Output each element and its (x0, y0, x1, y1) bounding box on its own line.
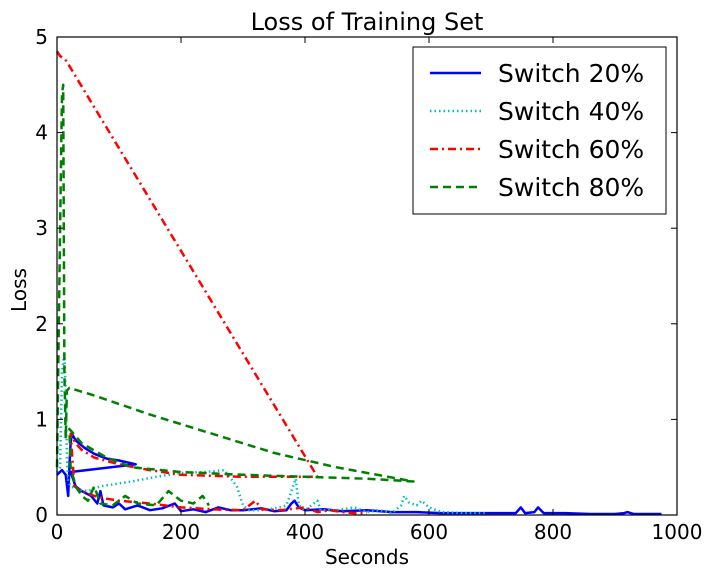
series-line-1 (56, 432, 662, 516)
x-tick-label: 600 (410, 520, 448, 544)
x-tick-label: 0 (51, 520, 64, 544)
x-tick-label: 400 (286, 520, 324, 544)
series-line-2 (55, 351, 485, 515)
y-tick-label: 4 (35, 121, 48, 145)
y-tick-label: 2 (35, 312, 48, 336)
legend-label-3: Switch 60% (498, 135, 644, 164)
legend: Switch 20% Switch 40% Switch 60% Switch 80% (412, 46, 667, 215)
y-tick-label: 0 (35, 503, 48, 527)
series-layer (55, 50, 662, 516)
y-tick-label: 1 (35, 407, 48, 431)
series-line-4 (55, 83, 415, 507)
ticks-layer: 0 200 400 600 800 1000 0 1 2 3 4 5 (35, 25, 702, 544)
y-axis-label: Loss (7, 268, 31, 312)
y-tick-label: 5 (35, 25, 48, 49)
chart-title: Loss of Training Set (251, 8, 484, 36)
x-axis-label: Seconds (325, 545, 409, 569)
plot-frame (56, 36, 678, 516)
legend-label-1: Switch 20% (498, 59, 644, 88)
x-tick-label: 200 (162, 520, 200, 544)
legend-box (412, 46, 667, 215)
y-tick-label: 3 (35, 216, 48, 240)
x-tick-label: 1000 (652, 520, 703, 544)
legend-label-4: Switch 80% (498, 173, 644, 202)
x-tick-label: 800 (534, 520, 572, 544)
legend-label-2: Switch 40% (498, 97, 644, 126)
series-line-3 (55, 50, 367, 515)
